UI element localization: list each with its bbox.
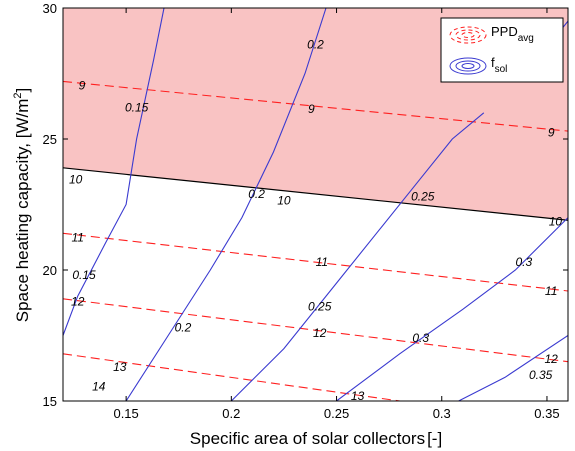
contour-label: 0.25 [308, 300, 332, 314]
contour-label: 0.15 [125, 101, 149, 115]
contour-label: 9 [308, 102, 315, 116]
x-tick-label: 0.15 [113, 406, 138, 421]
contour-label: 10 [277, 194, 291, 208]
legend-swatch-fsol [449, 57, 487, 75]
legend-swatch-ppd [449, 26, 487, 44]
contour-line-fsol [336, 217, 568, 401]
contour-label: 10 [549, 215, 563, 229]
x-axis-label-text: Specific area of solar collectors [190, 429, 425, 448]
contour-line-ppd [63, 232, 568, 292]
contour-label: 13 [113, 360, 127, 374]
contour-line-ppd [63, 353, 404, 401]
contour-label: 0.2 [307, 38, 324, 52]
y-tick-label: 15 [43, 394, 57, 409]
contour-line-ppd [63, 298, 568, 363]
y-tick-label: 20 [43, 263, 57, 278]
x-axis-label-unit: [-] [427, 429, 442, 448]
contour-label: 11 [71, 230, 83, 244]
x-tick-label: 0.3 [433, 406, 451, 421]
contour-label: 0.2 [248, 187, 265, 201]
legend-box [440, 17, 564, 83]
x-tick-label: 0.25 [324, 406, 349, 421]
contour-label: 9 [548, 125, 555, 139]
contour-label: 11 [316, 255, 328, 269]
y-axis-label: Space heating capacity, [W/m2] [12, 88, 32, 322]
contour-line-fsol [458, 335, 568, 401]
legend-label: fsol [491, 55, 507, 75]
contour-label: 10 [69, 173, 83, 187]
x-tick-label: 0.35 [534, 406, 559, 421]
plot-frame [62, 7, 569, 402]
boundary-line [63, 167, 568, 221]
contour-line-fsol [63, 8, 165, 336]
x-axis-label: Specific area of solar collectors [-] [190, 429, 442, 448]
contour-label: 12 [71, 294, 85, 308]
contour-label: 9 [79, 78, 86, 92]
contour-label: 11 [545, 284, 557, 298]
y-axis-label-text: Space heating capacity, [W/m [13, 99, 32, 323]
contour-label: 0.3 [412, 331, 429, 345]
contour-label: 0.35 [529, 368, 553, 382]
contour-label: 0.25 [411, 190, 435, 204]
contour-label: 0.3 [515, 255, 532, 269]
contour-label: 13 [351, 389, 365, 403]
contour-label: 14 [92, 380, 106, 394]
legend-label: PPDavg [491, 24, 534, 44]
contour-label: 0.15 [72, 268, 96, 282]
contour-line-fsol [230, 112, 485, 401]
contour-label: 12 [544, 352, 558, 366]
contour-label: 0.2 [175, 321, 192, 335]
contour-label: 12 [313, 326, 327, 340]
x-tick-label: 0.2 [222, 406, 240, 421]
y-tick-label: 30 [43, 1, 57, 16]
y-axis-label-end: ] [13, 88, 32, 93]
y-tick-label: 25 [43, 132, 57, 147]
y-axis-label-sup: 2 [12, 92, 24, 98]
contour-line-fsol [125, 8, 327, 401]
